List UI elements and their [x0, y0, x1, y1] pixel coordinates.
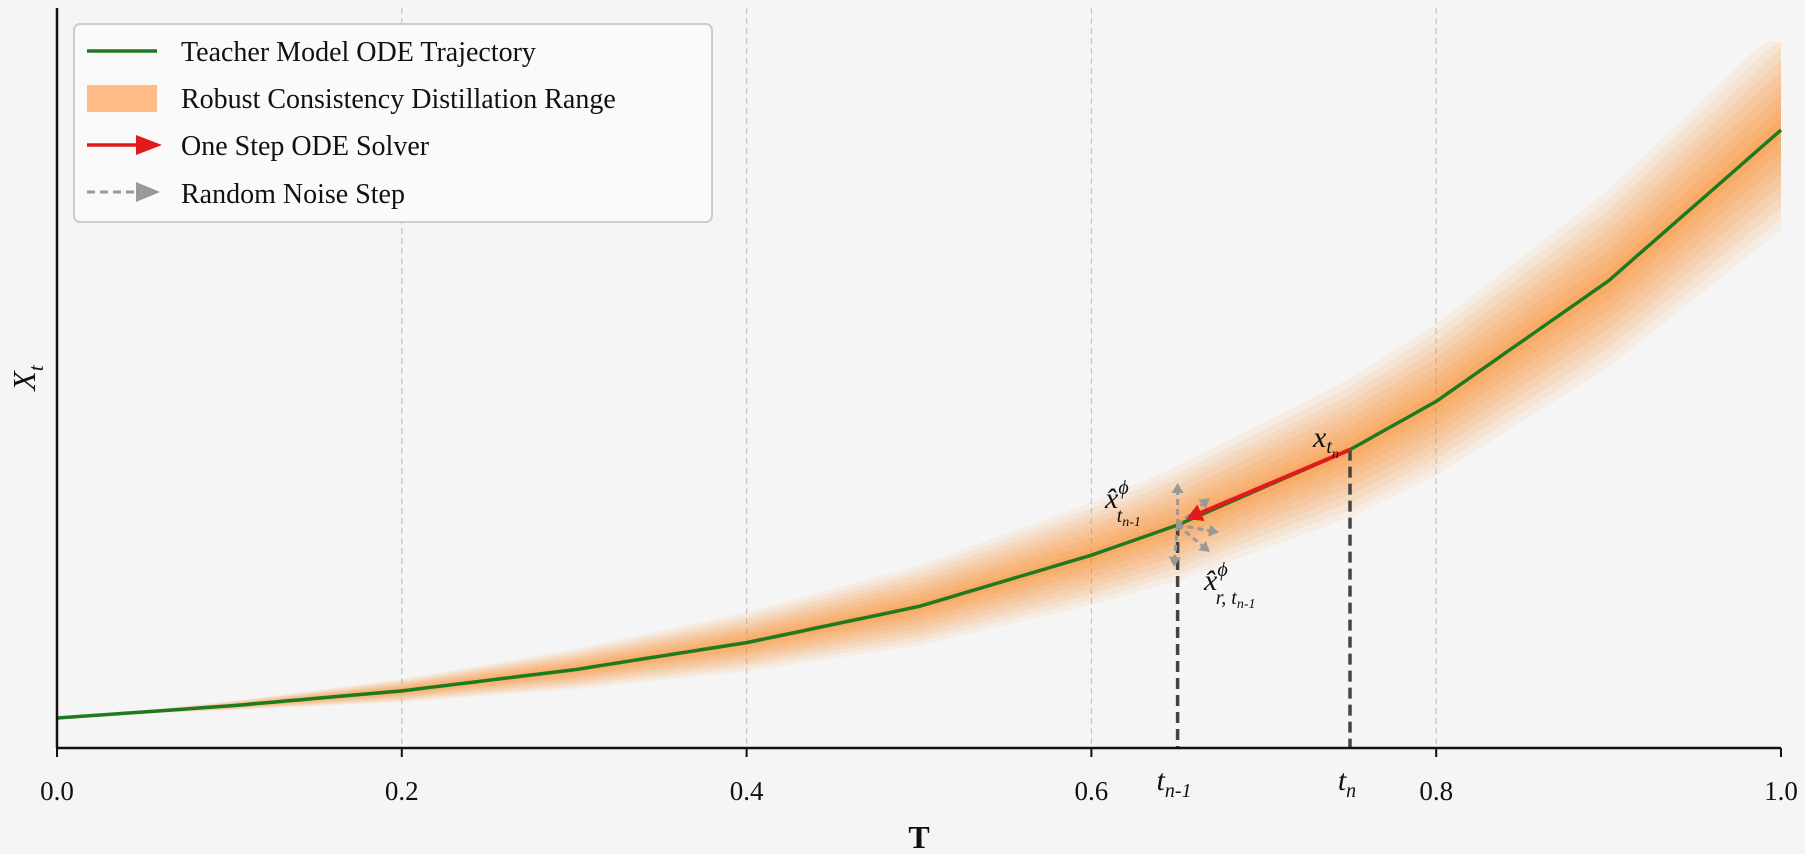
- annotation-x-t-n: xtn: [1312, 421, 1339, 462]
- solver-arrow-group: [1186, 447, 1351, 522]
- band-layer-2: [57, 106, 1781, 718]
- solver-arrow-line: [1200, 447, 1351, 515]
- noise-arrowhead-1: [1198, 498, 1210, 510]
- x-tick-label-1.0: 1.0: [1764, 776, 1798, 806]
- noise-arrowhead-2: [1208, 524, 1219, 537]
- band-layer-8: [57, 42, 1781, 718]
- noise-arrow-line-2: [1177, 523, 1216, 534]
- band-layer-6: [57, 60, 1781, 718]
- x-tick-label-0.4: 0.4: [730, 776, 764, 806]
- band-layer-7: [57, 48, 1781, 719]
- svg-text:Xt: Xt: [6, 364, 48, 393]
- y-axis-title: Xt: [6, 364, 48, 393]
- noise-arrow-line-3: [1176, 523, 1208, 551]
- ode-trajectory-line: [56, 128, 1783, 720]
- band-layer-5: [57, 71, 1781, 718]
- legend-label-solver: One Step ODE Solver: [181, 131, 430, 162]
- legend-label-trajectory: Teacher Model ODE Trajectory: [181, 37, 536, 68]
- legend-label-range: Robust Consistency Distillation Range: [181, 84, 616, 115]
- legend-label-noise: Random Noise Step: [181, 179, 405, 210]
- band-layer-3: [57, 95, 1781, 718]
- noise-arrow-line-4: [1172, 524, 1180, 564]
- legend-swatch-solver-arrowhead: [136, 135, 162, 155]
- x-ticks: 0.0 0.2 0.4 0.6 0.8 1.0: [40, 748, 1798, 806]
- x-tick-label-0.6: 0.6: [1075, 776, 1109, 806]
- noise-arrowhead-3: [1198, 540, 1210, 553]
- noise-arrowhead-0: [1171, 483, 1184, 494]
- distillation-range-band: [57, 42, 1781, 719]
- solver-arrowhead: [1186, 504, 1205, 522]
- annotation-x-hat-t-n-minus-1: x̂ϕ tn-1: [1104, 477, 1141, 530]
- x-axis-title: T: [908, 819, 929, 854]
- band-layer-9: [57, 42, 1781, 718]
- legend-swatch-range: [87, 85, 157, 112]
- ode-trajectory-group: [56, 128, 1783, 720]
- y-axis-title-main: X: [6, 370, 42, 393]
- noise-arrows-group: [1168, 483, 1219, 567]
- marker-label-t-n: tn: [1338, 764, 1356, 802]
- legend-swatch-noise-arrowhead: [136, 182, 160, 202]
- y-axis-title-subscript: t: [24, 364, 48, 371]
- noise-arrowhead-4: [1168, 556, 1181, 567]
- noise-arrow-line-1: [1176, 499, 1208, 527]
- x-tick-label-0.8: 0.8: [1419, 776, 1453, 806]
- x-tick-label-0.0: 0.0: [40, 776, 74, 806]
- annotation-x-hat-r-t-n-minus-1: x̂ϕ r, tn-1: [1203, 559, 1255, 612]
- marker-label-t-n-minus-1: tn-1: [1156, 764, 1191, 802]
- time-markers: [1175, 449, 1352, 748]
- legend: Teacher Model ODE Trajectory Robust Cons…: [73, 23, 713, 223]
- legend-box: [73, 23, 713, 223]
- x-tick-label-0.2: 0.2: [385, 776, 419, 806]
